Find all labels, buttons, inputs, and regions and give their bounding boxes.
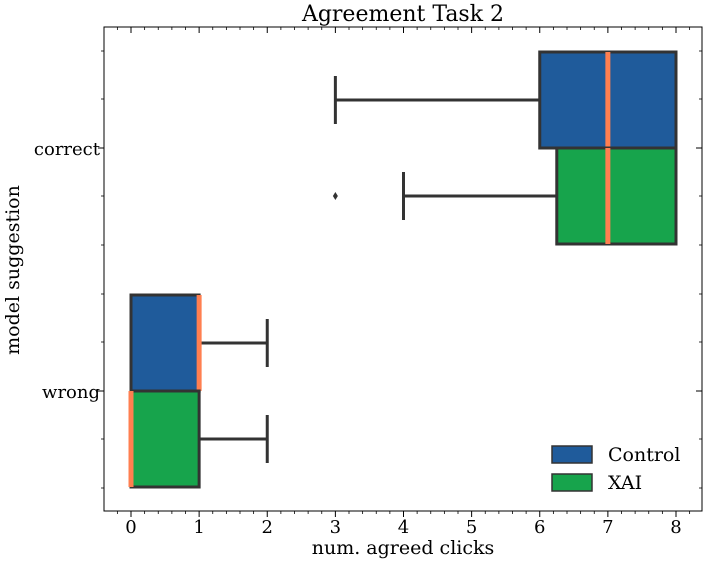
outlier-point <box>332 192 338 200</box>
box-control-correct <box>333 50 678 150</box>
x-tick-label: 0 <box>125 517 136 538</box>
x-axis-label: num. agreed clicks <box>312 537 495 559</box>
x-tick-label: 7 <box>602 517 613 538</box>
box-control-wrong <box>129 293 269 393</box>
box-iqr <box>129 389 201 489</box>
box-iqr <box>129 293 201 393</box>
chart-title: Agreement Task 2 <box>301 2 504 27</box>
legend-label-control: Control <box>608 444 680 466</box>
box-xai-correct <box>332 146 678 246</box>
x-tick-label: 8 <box>670 517 681 538</box>
legend-label-xai: XAI <box>608 472 642 494</box>
x-tick-label: 2 <box>262 517 273 538</box>
plot-area <box>103 26 703 512</box>
x-tick-label: 6 <box>534 517 545 538</box>
y-tick-label: wrong <box>42 382 100 403</box>
axis-ticks: 0 1 2 3 4 5 6 7 8 correct wrong <box>34 27 702 538</box>
legend: Control XAI <box>551 444 680 494</box>
x-tick-label: 5 <box>466 517 477 538</box>
x-tick-label: 1 <box>193 517 204 538</box>
box-iqr <box>555 146 678 246</box>
x-tick-label: 4 <box>398 517 409 538</box>
y-axis-label: model suggestion <box>2 185 24 355</box>
box-xai-wrong <box>128 389 269 489</box>
legend-swatch-xai <box>551 473 593 492</box>
y-tick-label: correct <box>34 139 101 160</box>
legend-swatch-control <box>551 445 593 464</box>
x-tick-label: 3 <box>330 517 341 538</box>
